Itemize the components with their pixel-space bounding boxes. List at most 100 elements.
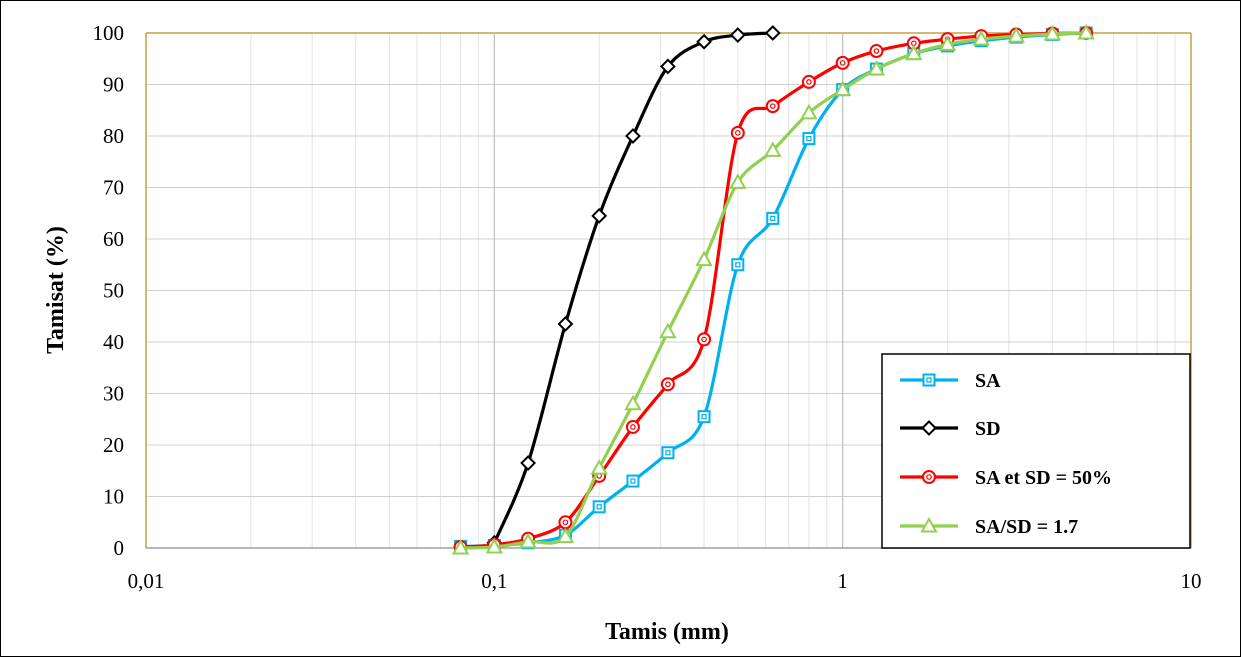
legend-marker-inner — [926, 474, 932, 480]
data-point — [764, 141, 782, 157]
legend-label: SD — [975, 418, 1001, 440]
data-point-inner — [701, 336, 707, 343]
y-tick-label: 100 — [93, 21, 125, 45]
y-tick-label: 70 — [103, 176, 124, 200]
data-point — [485, 537, 504, 554]
data-point — [1007, 27, 1025, 43]
data-point — [697, 410, 711, 424]
data-point — [624, 394, 642, 411]
data-point — [659, 322, 677, 339]
data-point — [696, 33, 712, 50]
data-point-inner — [806, 79, 812, 85]
legend-label: SA et SD = 50% — [975, 467, 1112, 489]
y-tick-label: 0 — [114, 536, 125, 560]
data-point-inner — [735, 130, 741, 136]
x-tick-label: 0,01 — [128, 569, 165, 593]
y-tick-label: 60 — [103, 227, 124, 251]
y-axis-ticks: 0 10 20 30 40 50 60 70 80 90 100 — [93, 21, 125, 560]
data-point — [695, 250, 713, 267]
series-line — [492, 31, 775, 545]
data-point — [835, 55, 850, 70]
data-point-inner — [665, 381, 671, 388]
data-point — [729, 173, 747, 189]
data-point-inner — [770, 215, 776, 221]
x-axis-ticks: 0,01 0,1 1 10 — [128, 569, 1202, 593]
legend-marker — [922, 373, 936, 387]
data-point — [520, 455, 537, 471]
x-axis-title: Tamis (mm) — [605, 619, 729, 645]
data-point — [938, 35, 957, 51]
legend-marker — [921, 420, 937, 436]
legend-entry: SA et SD = 50% — [900, 467, 1112, 489]
data-point — [625, 128, 641, 144]
data-point — [590, 459, 608, 475]
data-point-inner — [562, 519, 569, 526]
data-point — [1077, 23, 1095, 40]
data-point — [659, 58, 676, 75]
data-point — [867, 60, 886, 76]
data-point — [801, 74, 816, 89]
data-point — [802, 132, 816, 146]
y-tick-label: 80 — [103, 124, 124, 148]
data-point-inner — [701, 414, 707, 420]
data-point — [1043, 24, 1062, 41]
data-point-inner — [665, 450, 671, 456]
series-layer — [451, 23, 1095, 555]
data-point-inner — [873, 48, 880, 54]
data-point-inner — [630, 424, 636, 430]
legend-entry: SD — [900, 418, 1001, 440]
data-point — [731, 258, 745, 272]
legend-label: SA/SD = 1.7 — [975, 516, 1078, 538]
data-point — [869, 44, 884, 59]
data-point-inner — [630, 478, 636, 484]
data-point — [660, 377, 675, 392]
data-point — [972, 30, 990, 46]
y-tick-label: 50 — [103, 279, 124, 303]
x-tick-label: 1 — [837, 569, 848, 593]
data-point-inner — [806, 135, 812, 142]
data-point — [558, 515, 573, 530]
data-point-inner — [735, 262, 741, 268]
data-point — [519, 532, 537, 549]
data-point — [626, 474, 640, 488]
data-point — [661, 446, 675, 460]
data-point — [729, 27, 746, 43]
data-point — [730, 125, 745, 140]
y-tick-label: 90 — [103, 73, 124, 97]
data-point — [592, 500, 606, 514]
y-axis-title: Tamisat (%) — [43, 226, 69, 354]
data-point — [905, 44, 923, 61]
legend-marker — [920, 516, 938, 533]
y-tick-label: 40 — [103, 330, 124, 354]
legend-label: SA — [975, 370, 1001, 392]
y-tick-label: 10 — [103, 485, 124, 509]
y-tick-label: 20 — [103, 433, 124, 457]
data-point — [625, 419, 640, 434]
legend-marker — [922, 470, 936, 484]
data-point — [451, 538, 470, 555]
data-point — [766, 211, 780, 225]
data-point — [557, 316, 574, 332]
data-point-inner — [839, 60, 846, 66]
legend-entry: SA — [900, 370, 1001, 392]
data-point — [800, 103, 818, 120]
legend: SA SD SA et SD = 50% SA/SD = 1.7 — [881, 353, 1191, 549]
data-point-inner — [596, 504, 602, 510]
data-point — [697, 332, 712, 347]
x-tick-label: 10 — [1181, 569, 1202, 593]
x-tick-label: 0,1 — [481, 569, 507, 593]
y-tick-label: 30 — [103, 382, 124, 406]
data-point — [765, 99, 780, 114]
legend-marker-inner — [926, 377, 932, 383]
series-diamond — [486, 25, 781, 551]
legend-entry: SA/SD = 1.7 — [900, 516, 1078, 538]
data-point — [764, 25, 781, 41]
data-point — [833, 80, 852, 97]
data-point — [556, 527, 575, 544]
data-point-inner — [769, 103, 776, 109]
data-point — [591, 207, 608, 224]
series-triangle — [451, 23, 1095, 555]
